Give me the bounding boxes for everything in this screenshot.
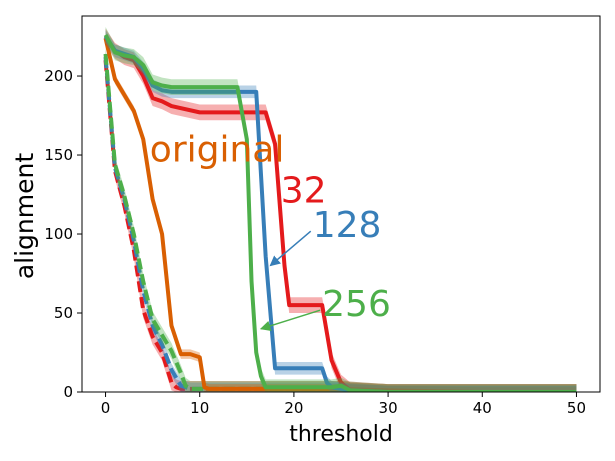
y-tick-label: 50 [54,304,73,322]
series-line-32 [103,35,577,392]
y-tick-label: 200 [44,67,73,85]
x-tick-label: 30 [379,399,398,417]
y-tick-label: 150 [44,146,73,164]
series-line-256 [103,34,577,392]
y-axis: 0 50 100 150 200 [44,67,82,401]
series-line-32-dashed [103,60,577,392]
annotation-32: 32 [281,170,327,211]
x-axis-title: threshold [289,422,393,447]
x-tick-label: 40 [473,399,492,417]
annotation-128: 128 [313,205,382,246]
y-tick-label: 100 [44,225,73,243]
x-tick-label: 10 [190,399,209,417]
x-tick-label: 50 [567,399,586,417]
plot-frame [81,15,601,393]
band-32 [105,28,577,392]
x-axis: 0 10 20 30 40 50 [101,392,586,417]
series-layer [103,27,577,392]
y-tick-label: 0 [63,383,73,401]
x-tick-label: 0 [101,399,111,417]
y-axis-title: alignment [10,153,39,280]
annotation-arrow-256 [259,309,321,331]
annotation-256: 256 [322,284,391,325]
annotation-arrow-128 [269,230,312,267]
annotation-original: original [150,129,285,170]
x-tick-label: 20 [284,399,303,417]
